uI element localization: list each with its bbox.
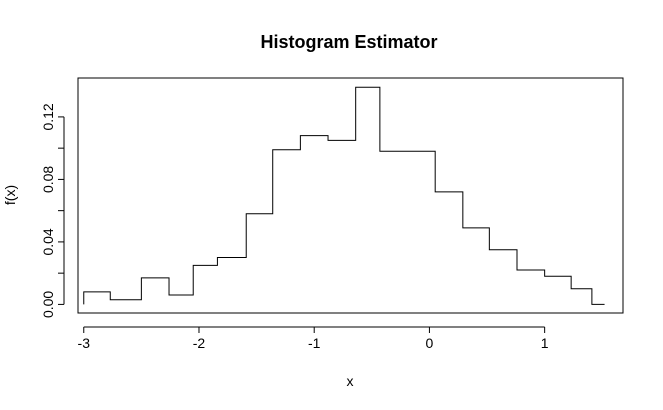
y-tick-label: 0.12 <box>40 103 56 130</box>
x-tick-label: 0 <box>426 335 434 351</box>
x-axis: -3 -2 -1 0 1 <box>78 326 549 351</box>
y-axis-label: f(x) <box>2 185 18 205</box>
y-axis: 0.00 0.04 0.08 0.12 <box>40 103 65 318</box>
y-tick-label: 0.00 <box>40 291 56 318</box>
x-tick-label: -2 <box>193 335 206 351</box>
histogram-series <box>83 86 605 305</box>
x-tick-label: -3 <box>78 335 91 351</box>
chart-title: Histogram Estimator <box>260 32 437 52</box>
x-tick-label: -1 <box>308 335 321 351</box>
x-tick-label: 1 <box>541 335 549 351</box>
x-axis-label: x <box>347 373 354 389</box>
y-tick-label: 0.08 <box>40 166 56 193</box>
y-tick-label: 0.04 <box>40 228 56 255</box>
histogram-step-line <box>83 86 605 305</box>
plot-frame <box>77 77 624 314</box>
